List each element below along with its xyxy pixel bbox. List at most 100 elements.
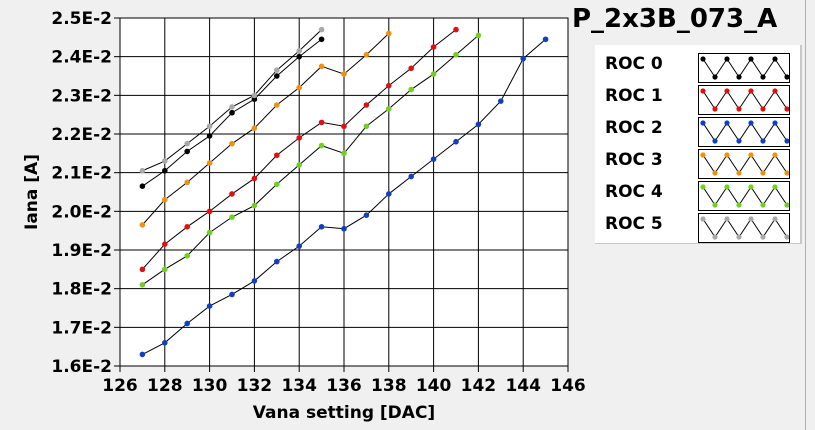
legend-marker — [760, 170, 766, 176]
legend-swatch — [698, 213, 790, 243]
x-tick-label: 136 — [326, 376, 362, 396]
data-point — [251, 96, 258, 102]
x-tick-label: 142 — [461, 376, 497, 396]
data-point — [296, 243, 303, 249]
data-point — [184, 140, 190, 147]
data-point — [475, 32, 482, 39]
data-point — [251, 202, 258, 209]
y-tick-label: 1.6E-2 — [51, 357, 112, 377]
data-point — [363, 51, 370, 58]
series-line — [142, 35, 479, 286]
legend-item: ROC 1 — [595, 82, 800, 115]
data-point — [139, 167, 146, 174]
legend-item: ROC 0 — [595, 50, 800, 83]
data-point — [341, 71, 347, 77]
data-point — [520, 55, 526, 62]
data-point — [251, 175, 258, 182]
data-point — [341, 123, 347, 130]
data-point — [296, 48, 303, 54]
data-point — [162, 266, 168, 273]
data-point — [475, 121, 482, 128]
legend-marker — [748, 184, 754, 190]
legend-line — [702, 58, 788, 78]
data-point — [386, 30, 392, 37]
data-point — [229, 191, 235, 197]
legend-line — [702, 154, 788, 174]
y-tick-label: 2.4E-2 — [51, 48, 112, 68]
legend-marker — [700, 120, 706, 126]
data-point — [184, 224, 190, 230]
legend-marker — [784, 234, 790, 240]
legend-marker — [748, 56, 754, 62]
legend-marker — [748, 88, 754, 94]
legend-marker — [748, 216, 754, 222]
legend-marker — [760, 138, 766, 144]
legend-swatch — [698, 181, 790, 211]
legend-line — [702, 186, 788, 206]
legend-marker — [736, 74, 742, 80]
data-point — [229, 109, 235, 116]
data-point — [430, 156, 437, 162]
data-point — [498, 98, 504, 104]
data-point — [408, 173, 415, 180]
legend-marker — [760, 234, 766, 240]
data-point — [318, 26, 325, 33]
data-point — [453, 51, 459, 58]
data-point — [430, 44, 437, 50]
legend-label: ROC 1 — [605, 86, 663, 106]
data-point — [251, 92, 258, 99]
legend-marker — [700, 184, 706, 190]
legend-marker — [772, 120, 778, 126]
x-tick-label: 144 — [505, 376, 541, 396]
data-point — [363, 102, 370, 108]
series-line — [142, 33, 390, 226]
legend-marker — [772, 216, 778, 222]
data-point — [251, 125, 258, 131]
y-tick-label: 1.9E-2 — [51, 241, 112, 261]
data-point — [274, 102, 280, 108]
legend-line — [702, 218, 788, 238]
legend-marker — [760, 106, 766, 112]
legend-marker — [772, 88, 778, 94]
x-axis: 126 128 130 132 134 136 138 140 142 144 146 — [102, 366, 586, 396]
data-point — [363, 123, 370, 130]
data-point — [162, 340, 168, 346]
x-tick-label: 126 — [102, 376, 138, 396]
chart-title: P_2x3B_073_A — [572, 4, 778, 34]
data-point — [251, 278, 258, 284]
data-point — [139, 222, 146, 228]
legend-marker — [736, 106, 742, 112]
legend-marker — [736, 202, 742, 208]
data-point — [318, 224, 325, 230]
x-axis-label: Vana setting [DAC] — [253, 403, 435, 423]
legend-marker — [748, 152, 754, 158]
legend-swatch — [698, 53, 790, 83]
legend-marker — [748, 120, 754, 126]
legend-marker — [784, 202, 790, 208]
data-point — [206, 303, 213, 309]
data-point — [139, 351, 146, 358]
data-point — [318, 36, 325, 43]
data-point — [206, 133, 213, 139]
data-point — [229, 140, 235, 147]
x-tick-label: 138 — [371, 376, 407, 396]
data-point — [363, 212, 370, 218]
data-point — [229, 214, 235, 220]
legend-swatch — [698, 85, 790, 115]
data-point — [139, 282, 146, 288]
legend-marker — [700, 56, 706, 62]
data-point — [296, 135, 303, 141]
legend-marker — [784, 74, 790, 80]
data-point — [274, 152, 280, 159]
data-point — [296, 162, 303, 168]
scrollbar[interactable] — [805, 0, 815, 430]
x-tick-label: 132 — [237, 376, 273, 396]
legend-marker — [700, 88, 706, 94]
legend-line — [702, 122, 788, 142]
data-point — [139, 183, 146, 189]
y-tick-label: 1.8E-2 — [51, 280, 112, 300]
data-point — [162, 158, 168, 164]
x-tick-label: 128 — [147, 376, 183, 396]
data-point — [206, 229, 213, 236]
